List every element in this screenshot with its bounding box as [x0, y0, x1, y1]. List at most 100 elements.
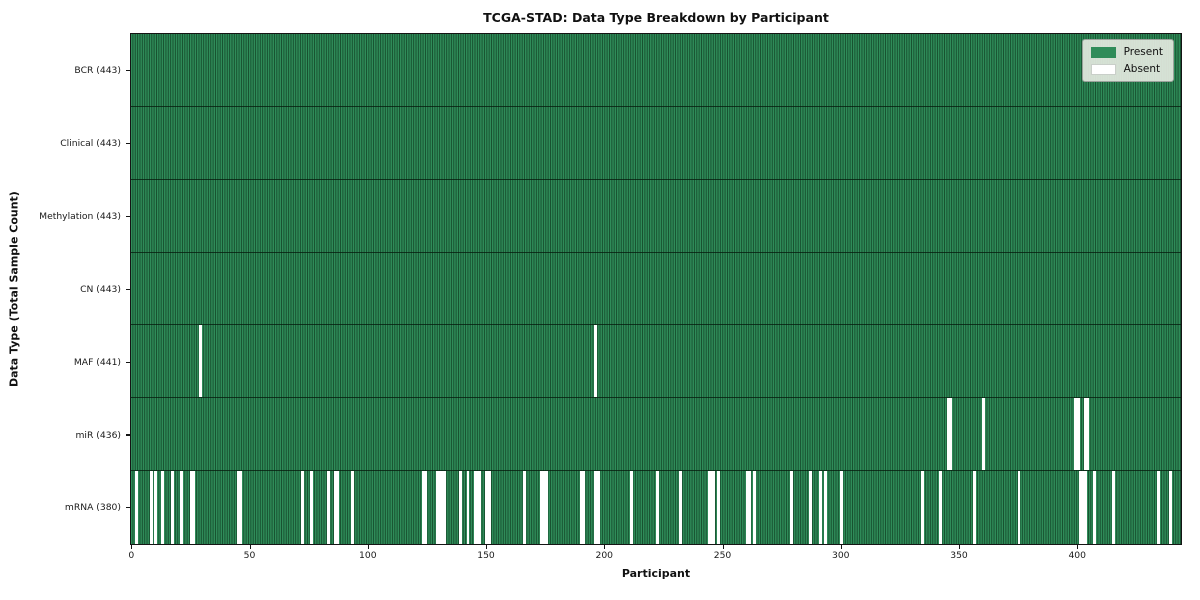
y-tick-label-mRNA: mRNA (380): [64, 502, 121, 514]
absent-mark-mRNA-72: [300, 471, 304, 544]
absent-mark-mRNA-401: [1079, 471, 1082, 544]
y-tick-label-BCR: BCR (443): [74, 65, 121, 77]
absent-mark-miR-399: [1074, 398, 1078, 471]
absent-mark-mRNA-10: [154, 471, 158, 544]
x-tick-mark: [367, 545, 369, 549]
absent-mark-mRNA-245: [710, 471, 714, 544]
y-tick-mark: [126, 70, 130, 72]
absent-mark-mRNA-123: [421, 471, 425, 544]
absent-mark-mRNA-403: [1083, 471, 1087, 544]
y-tick-mark: [126, 142, 130, 145]
absent-mark-mRNA-13: [161, 471, 165, 544]
absent-mark-mRNA-293: [823, 471, 827, 544]
legend-absent-label: Absent: [1123, 63, 1161, 75]
absent-mark-mRNA-86: [334, 471, 338, 544]
legend-entry-present: Present: [1090, 46, 1163, 58]
x-tick-label-50: 50: [243, 550, 256, 561]
legend: Present Absent: [1081, 39, 1174, 82]
absent-mark-mRNA-130: [438, 471, 442, 544]
x-tick-label-250: 250: [713, 550, 732, 561]
absent-mark-mRNA-434: [1157, 471, 1160, 544]
absent-mark-mRNA-150: [485, 471, 489, 544]
absent-mark-mRNA-2: [135, 471, 139, 544]
absent-mark-mRNA-173: [539, 471, 543, 544]
y-tick-mark: [126, 288, 130, 290]
absent-mark-mRNA-356: [972, 471, 976, 544]
absent-mark-mRNA-147: [478, 471, 482, 544]
chart-title: TCGA-STAD: Data Type Breakdown by Partic…: [483, 10, 829, 25]
absent-mark-mRNA-87: [336, 471, 340, 544]
absent-mark-mRNA-25: [189, 471, 193, 544]
absent-mark-mRNA-45: [237, 471, 241, 544]
row-band-mRNA: [131, 471, 1181, 544]
absent-mark-mRNA-93: [350, 471, 354, 544]
row-band-BCR: [131, 34, 1181, 107]
absent-mark-mRNA-211: [629, 471, 633, 544]
absent-mark-mRNA-248: [717, 471, 721, 544]
absent-mark-mRNA-342: [939, 471, 943, 544]
absent-mark-mRNA-415: [1112, 471, 1116, 544]
y-tick-label-Methylation: Methylation (443): [39, 210, 121, 222]
absent-mark-mRNA-142: [466, 471, 470, 544]
y-tick-mark: [126, 361, 130, 363]
absent-mark-mRNA-407: [1093, 471, 1097, 544]
absent-mark-mRNA-244: [707, 471, 711, 544]
absent-mark-mRNA-131: [440, 471, 444, 544]
absent-mark-mRNA-196: [594, 471, 598, 544]
absent-mark-mRNA-174: [542, 471, 546, 544]
y-tick-mark: [126, 215, 130, 218]
absent-mark-mRNA-26: [192, 471, 196, 544]
legend-entry-absent: Absent: [1090, 63, 1163, 75]
absent-mark-miR-400: [1076, 398, 1080, 471]
x-tick-mark: [722, 545, 724, 549]
y-tick-label-MAF: MAF (441): [73, 356, 121, 368]
absent-mark-mRNA-124: [423, 471, 427, 544]
absent-mark-mRNA-21: [180, 471, 184, 544]
absent-mark-mRNA-139: [459, 471, 463, 544]
plot-area: Present Absent: [130, 33, 1182, 545]
legend-absent-swatch: [1090, 63, 1116, 75]
absent-mark-mRNA-8: [149, 471, 153, 544]
absent-mark-mRNA-132: [442, 471, 446, 544]
absent-mark-MAF-196: [594, 325, 598, 398]
absent-mark-mRNA-232: [679, 471, 683, 544]
absent-mark-mRNA-375: [1017, 471, 1021, 544]
absent-mark-mRNA-151: [487, 471, 491, 544]
absent-mark-mRNA-279: [790, 471, 794, 544]
y-tick-label-Clinical: Clinical (443): [60, 138, 121, 150]
absent-mark-miR-404: [1086, 398, 1090, 471]
absent-mark-mRNA-83: [326, 471, 330, 544]
absent-mark-miR-345: [946, 398, 950, 471]
absent-mark-mRNA-17: [170, 471, 174, 544]
absent-mark-mRNA-291: [818, 471, 822, 544]
absent-mark-mRNA-261: [747, 471, 751, 544]
absent-mark-MAF-29: [199, 325, 203, 398]
absent-mark-mRNA-246: [712, 471, 716, 544]
legend-present-swatch: [1090, 46, 1116, 58]
x-tick-mark: [131, 545, 133, 549]
absent-mark-mRNA-402: [1081, 471, 1085, 544]
y-tick-label-CN: CN (443): [80, 283, 121, 295]
x-tick-label-300: 300: [831, 550, 850, 561]
absent-mark-miR-346: [948, 398, 952, 471]
x-tick-label-100: 100: [359, 550, 377, 561]
row-band-Clinical: [131, 106, 1181, 180]
absent-mark-mRNA-166: [523, 471, 527, 544]
x-tick-mark: [959, 545, 961, 549]
row-band-CN: [131, 252, 1181, 326]
x-tick-label-400: 400: [1068, 550, 1086, 561]
absent-mark-mRNA-260: [745, 471, 749, 544]
absent-mark-mRNA-175: [544, 471, 548, 544]
absent-mark-mRNA-334: [920, 471, 924, 544]
absent-mark-mRNA-287: [809, 471, 813, 544]
absent-mark-mRNA-76: [310, 471, 314, 544]
row-band-MAF: [131, 325, 1181, 399]
absent-mark-mRNA-222: [655, 471, 659, 544]
absent-mark-mRNA-191: [582, 471, 586, 544]
absent-mark-mRNA-146: [475, 471, 479, 544]
absent-mark-mRNA-190: [580, 471, 583, 544]
x-tick-label-150: 150: [477, 550, 495, 561]
x-tick-mark: [486, 545, 488, 549]
row-band-Methylation: [131, 179, 1181, 253]
